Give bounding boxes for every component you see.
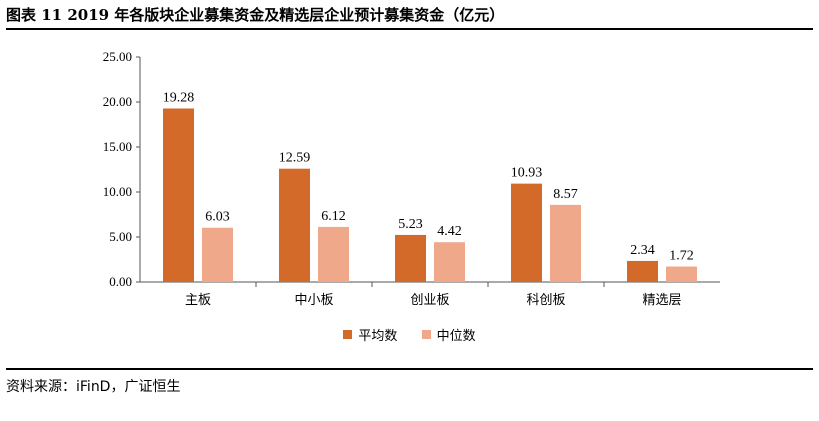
bar-median	[434, 242, 465, 282]
data-label: 10.93	[511, 166, 543, 181]
bar-median	[666, 266, 697, 282]
y-tick-label: 10.00	[103, 184, 132, 199]
legend-label-mean: 平均数	[358, 329, 398, 344]
data-label: 8.57	[553, 187, 578, 202]
bar-median	[550, 204, 581, 282]
bar-mean	[163, 108, 194, 282]
legend-item-median: 中位数	[421, 325, 476, 344]
data-label: 12.59	[279, 151, 311, 166]
y-tick-label: 5.00	[109, 229, 132, 244]
x-tick-label: 科创板	[526, 292, 565, 307]
title-rule	[6, 28, 813, 30]
y-tick-label: 20.00	[103, 94, 132, 109]
y-tick-label: 25.00	[103, 49, 132, 64]
source-note: 资料来源：iFinD，广证恒生	[6, 379, 181, 395]
data-label: 5.23	[398, 217, 423, 232]
bar-mean	[627, 260, 658, 282]
legend-item-mean: 平均数	[343, 325, 397, 344]
bar-mean	[511, 183, 542, 282]
data-label: 6.03	[205, 210, 230, 225]
legend-swatch-mean	[343, 330, 353, 339]
data-label: 19.28	[163, 90, 195, 105]
x-tick-label: 主板	[185, 292, 211, 307]
chart-legend: 平均数 中位数	[0, 325, 819, 344]
data-label: 4.42	[437, 224, 462, 239]
data-label: 1.72	[669, 249, 694, 264]
y-tick-label: 15.00	[103, 139, 132, 154]
bar-median	[318, 226, 349, 282]
legend-label-median: 中位数	[436, 329, 476, 344]
figure-title: 图表 11 2019 年各版块企业募集资金及精选层企业预计募集资金（亿元）	[6, 6, 505, 24]
legend-swatch-median	[421, 330, 431, 339]
bar-mean	[279, 168, 310, 282]
x-tick-label: 精选层	[642, 292, 681, 307]
x-tick-label: 创业板	[410, 292, 449, 307]
data-label: 6.12	[321, 209, 346, 224]
y-tick-label: 0.00	[109, 274, 132, 289]
bar-mean	[395, 234, 426, 282]
data-label: 2.34	[630, 243, 655, 258]
bar-median	[202, 227, 233, 282]
x-tick-label: 中小板	[294, 292, 333, 307]
source-rule	[6, 368, 813, 370]
